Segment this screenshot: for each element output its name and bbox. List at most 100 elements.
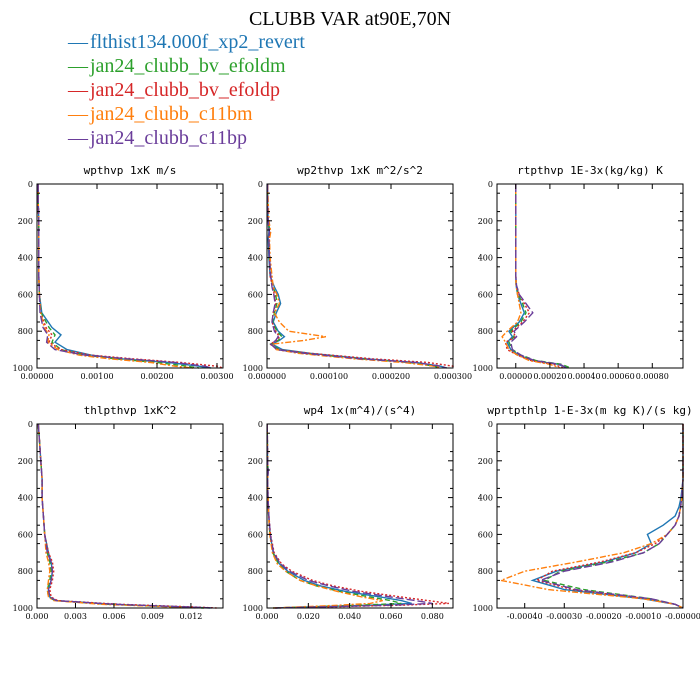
x-tick-label: 0.00040 <box>567 372 600 381</box>
y-tick-label: 400 <box>248 254 263 263</box>
subplot: wprtpthlp 1-E-3x(m kg K)/(s kg) 0 200 400 60… <box>473 404 700 621</box>
legend-label: jan24_clubb_c11bm <box>90 103 253 125</box>
y-tick-label: 200 <box>18 457 33 466</box>
series-line <box>266 184 447 369</box>
y-tick-label: 0 <box>28 180 33 189</box>
x-tick-label: 0.000000 <box>248 372 286 381</box>
x-tick-label: 0.00300 <box>200 372 233 381</box>
x-tick-label: -0.00030 <box>546 612 582 621</box>
legend-entry: — jan24_clubb_c11bp <box>68 126 305 150</box>
subplot-title: wpthvp 1xK m/s <box>84 164 177 177</box>
x-tick-label: 0.003 <box>64 612 87 621</box>
x-tick-label: 0.00200 <box>140 372 173 381</box>
series-line <box>266 423 433 609</box>
x-tick-label: 0.00020 <box>533 372 566 381</box>
series-line <box>538 424 684 609</box>
series-line <box>37 423 217 609</box>
y-tick-label: 0 <box>258 420 263 429</box>
series-line <box>266 423 449 609</box>
series-line <box>37 423 204 609</box>
series-line <box>504 184 564 369</box>
x-tick-label: 0.000 <box>26 612 49 621</box>
series-line <box>37 423 198 609</box>
subplot-title: wprtpthlp 1-E-3x(m kg K)/(s kg) <box>487 404 692 417</box>
x-tick-label: 0.000200 <box>372 372 410 381</box>
subplot-title: thlpthvp 1xK^2 <box>84 404 177 417</box>
x-tick-label: -0.00040 <box>507 612 543 621</box>
y-tick-label: 0 <box>488 180 493 189</box>
y-tick-label: 800 <box>18 327 33 336</box>
y-tick-label: 1000 <box>13 364 33 373</box>
legend: — flthist134.000f_xp2_revert — jan24_clubb_… <box>68 30 305 150</box>
series-line <box>501 184 561 369</box>
series-line <box>266 183 441 369</box>
series-line <box>37 184 194 369</box>
y-tick-label: 1000 <box>13 604 33 613</box>
y-tick-label: 800 <box>248 567 263 576</box>
subplot: rtpthvp 1E-3x(kg/kg) K 0 200 400 600 800 1000 0… <box>473 164 684 381</box>
y-tick-label: 0 <box>28 420 33 429</box>
legend-swatch: — <box>68 127 88 149</box>
x-tick-label: 0.000100 <box>310 372 348 381</box>
legend-swatch: — <box>68 103 88 125</box>
legend-swatch: — <box>68 31 88 53</box>
subplot-title: rtpthvp 1E-3x(kg/kg) K <box>517 164 663 177</box>
y-tick-label: 1000 <box>473 604 493 613</box>
y-tick-label: 600 <box>478 530 493 539</box>
series-line <box>508 184 571 369</box>
x-tick-label: 0.009 <box>141 612 164 621</box>
y-tick-label: 0 <box>488 420 493 429</box>
x-tick-label: 0.000 <box>256 612 279 621</box>
y-tick-label: 600 <box>18 290 33 299</box>
series-line <box>266 423 383 609</box>
subplot: wp2thvp 1xK m^2/s^2020040060080010000.00… <box>243 164 472 381</box>
legend-entry: — jan24_clubb_bv_efoldp <box>68 78 305 102</box>
legend-swatch: — <box>68 79 88 101</box>
y-tick-label: 1000 <box>473 364 493 373</box>
series-line <box>509 184 568 369</box>
y-tick-label: 600 <box>248 290 263 299</box>
y-tick-label: 200 <box>248 457 263 466</box>
y-tick-label: 600 <box>248 530 263 539</box>
legend-label: flthist134.000f_xp2_revert <box>90 31 305 53</box>
series-line <box>37 184 212 369</box>
x-tick-label: 0.040 <box>338 612 361 621</box>
legend-swatch: — <box>68 55 88 77</box>
y-tick-label: 400 <box>248 494 263 503</box>
x-tick-label: 0.020 <box>297 612 320 621</box>
y-tick-label: 400 <box>478 494 493 503</box>
y-tick-label: 600 <box>18 530 33 539</box>
plot-frame <box>36 183 224 369</box>
x-tick-label: 0.080 <box>421 612 444 621</box>
x-tick-label: 0.006 <box>103 612 126 621</box>
series-line <box>37 184 200 369</box>
series-line <box>266 423 402 609</box>
x-tick-label: -0.00020 <box>586 612 622 621</box>
subplot-title: wp4 1x(m^4)/(s^4) <box>304 404 417 417</box>
legend-entry: — jan24_clubb_c11bm <box>68 102 305 126</box>
legend-entry: — flthist134.000f_xp2_revert <box>68 30 305 54</box>
series-line <box>534 424 684 609</box>
plot-frame <box>496 183 684 369</box>
series-line <box>266 423 412 609</box>
x-tick-label: 0.000300 <box>434 372 472 381</box>
y-tick-label: 1000 <box>243 604 263 613</box>
y-tick-label: 600 <box>478 290 493 299</box>
y-tick-label: 400 <box>478 254 493 263</box>
series-line <box>266 184 441 369</box>
y-tick-label: 1000 <box>243 364 263 373</box>
y-tick-label: 200 <box>478 217 493 226</box>
legend-entry: — jan24_clubb_bv_efoldm <box>68 54 305 78</box>
series-line <box>37 423 215 609</box>
x-tick-label: 0.00000 <box>20 372 53 381</box>
y-tick-label: 800 <box>478 567 493 576</box>
legend-label: jan24_clubb_bv_efoldm <box>90 55 286 77</box>
plot-frame <box>496 423 684 609</box>
x-tick-label: 0.060 <box>380 612 403 621</box>
series-line <box>542 424 684 609</box>
series-line <box>498 424 684 609</box>
x-tick-label: 0.00080 <box>636 372 669 381</box>
y-tick-label: 800 <box>18 567 33 576</box>
y-tick-label: 400 <box>18 494 33 503</box>
